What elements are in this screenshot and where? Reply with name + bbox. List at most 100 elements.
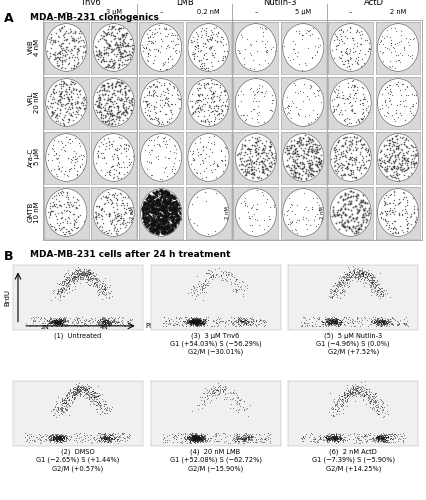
Point [113,41,120,49]
Point [213,107,220,115]
Point [346,270,353,278]
Point [56,432,63,440]
Point [334,434,341,442]
Point [109,198,115,206]
Point [307,430,314,438]
Point [80,275,86,283]
Point [374,288,380,296]
Point [190,318,196,326]
Point [348,166,354,174]
Point [244,110,251,118]
Point [191,434,198,442]
Point [192,318,199,326]
Point [333,432,340,440]
Point [379,433,386,441]
Point [49,410,56,418]
Point [370,314,377,322]
Point [342,280,348,287]
Point [54,278,60,286]
Point [57,90,64,98]
Point [101,274,108,282]
Point [78,268,85,276]
Point [240,435,247,443]
Point [58,432,65,440]
Point [62,317,69,325]
Point [154,117,161,125]
Point [195,436,202,444]
Point [192,430,199,438]
Point [175,318,181,326]
Point [208,384,215,392]
Point [190,435,197,443]
Point [147,213,153,221]
Point [106,94,113,102]
Point [115,60,122,68]
Point [320,318,327,326]
Point [235,318,242,326]
Point [65,29,72,37]
Point [96,400,103,408]
Point [89,438,96,446]
Point [358,382,365,390]
Point [194,316,201,324]
Point [333,290,340,298]
Point [154,196,161,204]
Point [375,318,382,326]
Point [199,438,206,446]
Point [190,433,196,441]
Point [209,98,216,106]
Point [75,384,81,392]
Point [350,214,357,222]
Point [192,314,199,322]
Point [245,432,251,440]
Point [108,120,115,128]
Point [124,433,130,441]
Point [95,102,102,110]
Point [56,55,63,63]
Point [171,210,178,218]
Point [104,433,110,441]
Point [407,158,414,166]
Point [196,435,203,443]
Point [101,171,108,179]
Point [202,55,209,63]
Point [404,196,411,204]
Point [59,138,66,146]
Text: 2 nM: 2 nM [390,9,406,15]
Point [47,438,54,446]
Point [52,434,59,442]
Point [329,434,336,442]
Point [147,32,154,40]
Point [53,434,60,442]
Point [229,285,236,293]
Point [96,398,103,406]
Point [101,432,108,440]
Point [320,318,327,326]
Point [235,318,242,326]
Point [170,202,176,209]
Point [350,146,357,154]
Point [190,316,196,324]
Point [88,394,95,402]
Point [190,436,197,444]
Point [256,174,262,182]
Point [340,313,347,321]
Point [377,290,384,298]
Point [49,317,56,325]
Point [328,320,335,328]
Point [66,90,73,98]
Point [182,318,189,326]
Point [214,322,221,330]
Point [141,202,147,209]
Point [377,315,383,323]
Point [63,276,70,283]
Point [56,317,63,325]
Point [61,270,68,278]
Point [79,152,86,160]
Point [187,438,193,446]
Point [55,437,62,445]
Point [120,32,127,40]
Point [67,111,74,119]
Point [101,200,108,207]
Point [377,320,384,328]
